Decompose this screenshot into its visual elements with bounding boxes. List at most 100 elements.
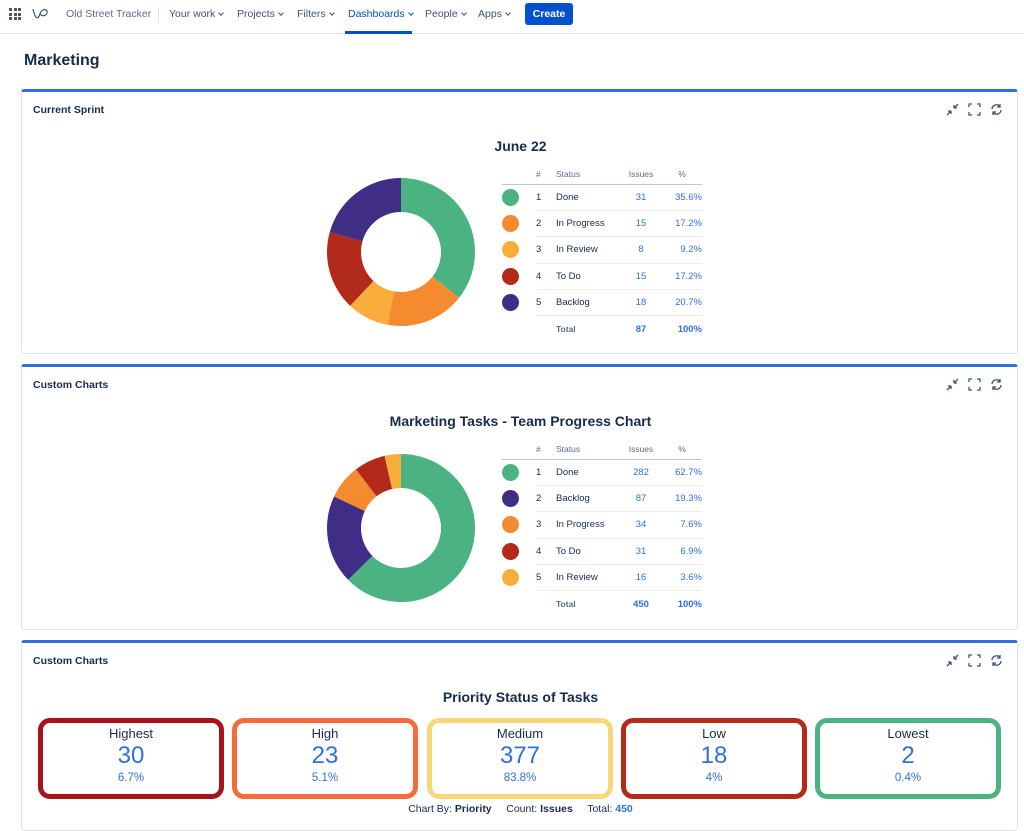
row-percent: 35.6% [662, 184, 702, 211]
priority-label: Low [702, 726, 726, 741]
gadget-current-sprint: Current Sprint June 22 # Status Issues %… [21, 89, 1018, 354]
priority-card-lowest[interactable]: Lowest 2 0.4% [815, 718, 1001, 799]
donut-slice-to-do[interactable] [327, 232, 374, 306]
row-issues-link[interactable]: 31 [620, 538, 662, 566]
chevron-down-icon [460, 10, 467, 16]
legend-color-dot [502, 215, 519, 233]
header-percent: % [662, 164, 702, 185]
fullscreen-icon[interactable] [968, 103, 981, 116]
nav-people[interactable]: People [425, 8, 467, 20]
total-label: Total [556, 599, 576, 610]
collapse-icon[interactable] [946, 103, 959, 116]
priority-card-low[interactable]: Low 18 4% [621, 718, 807, 799]
fullscreen-icon[interactable] [968, 378, 981, 391]
priority-count: 23 [311, 742, 339, 769]
row-number: 4 [536, 263, 556, 291]
row-status: In Review [556, 564, 620, 592]
row-issues-link[interactable]: 31 [620, 184, 662, 211]
donut-slice-done[interactable] [401, 178, 475, 298]
row-percent: 3.6% [662, 564, 702, 592]
row-issues-link[interactable]: 34 [620, 511, 662, 539]
refresh-icon[interactable] [990, 654, 1003, 667]
row-status: Backlog [556, 485, 620, 513]
header-number: # [536, 164, 556, 185]
donut-slice-in-review[interactable] [384, 454, 401, 489]
row-issues-link[interactable]: 15 [620, 263, 662, 291]
priority-card-medium[interactable]: Medium 377 83.8% [427, 718, 613, 799]
nav-filters[interactable]: Filters [297, 8, 335, 20]
priority-percent: 0.4% [894, 772, 922, 784]
legend-row: 1 Done 282 62.7% [502, 459, 702, 486]
total-issues: 87 [635, 323, 647, 335]
row-status: Done [556, 459, 620, 486]
nav-apps[interactable]: Apps [478, 8, 511, 20]
legend-color-dot [502, 490, 519, 508]
legend-color-dot [502, 241, 519, 259]
header-status: Status [556, 164, 620, 185]
nav-divider [158, 7, 159, 23]
chart-title: Priority Status of Tasks [442, 689, 599, 705]
chevron-down-icon [328, 10, 335, 16]
header-spacer [502, 164, 536, 185]
row-number: 5 [536, 564, 556, 592]
logo-icon[interactable] [31, 5, 49, 23]
nav-projects[interactable]: Projects [237, 8, 284, 20]
row-issues-link[interactable]: 87 [620, 485, 662, 513]
legend-row: 5 In Review 16 3.6% [502, 564, 702, 592]
collapse-icon[interactable] [946, 654, 959, 667]
chart-by-label: Chart By: [408, 803, 452, 815]
app-switcher-icon[interactable] [9, 8, 21, 20]
create-button[interactable]: Create [525, 3, 573, 25]
total-label: Total [556, 324, 576, 335]
legend-row: 5 Backlog 18 20.7% [502, 289, 702, 317]
priority-label: Medium [496, 726, 544, 741]
row-issues-link[interactable]: 18 [620, 289, 662, 317]
legend-row: 2 In Progress 15 17.2% [502, 210, 702, 238]
legend-row: 2 Backlog 87 19.3% [502, 485, 702, 513]
donut-slice-in-progress[interactable] [334, 469, 377, 511]
row-status: Done [556, 184, 620, 211]
donut-slice-backlog[interactable] [327, 496, 373, 580]
row-issues-link[interactable]: 16 [620, 564, 662, 592]
row-status: To Do [556, 263, 620, 291]
donut-slice-done[interactable] [348, 454, 475, 602]
row-issues-link[interactable]: 8 [620, 236, 662, 264]
row-status: Backlog [556, 289, 620, 317]
priority-card-high[interactable]: High 23 5.1% [232, 718, 418, 799]
donut-chart [327, 454, 475, 602]
row-issues-link[interactable]: 282 [620, 459, 662, 486]
row-percent: 9.2% [662, 236, 702, 264]
donut-slice-backlog[interactable] [329, 178, 401, 242]
count-label: Count: [506, 803, 538, 815]
gadget-title: Custom Charts [33, 655, 109, 667]
total-value[interactable]: 450 [615, 803, 633, 815]
total-label: Total: [587, 803, 613, 815]
chart-title: June 22 [494, 138, 547, 154]
legend-color-dot [502, 542, 519, 560]
refresh-icon[interactable] [990, 378, 1003, 391]
donut-chart [327, 178, 475, 326]
priority-card-highest[interactable]: Highest 30 6.7% [38, 718, 224, 799]
donut-slice-in-progress[interactable] [387, 276, 460, 326]
refresh-icon[interactable] [990, 103, 1003, 116]
app-name[interactable]: Old Street Tracker [66, 8, 152, 20]
legend-header-row: # Status Issues % [502, 164, 702, 185]
top-navigation: Old Street Tracker Your work Projects Fi… [0, 0, 1024, 34]
nav-dashboards[interactable]: Dashboards [348, 8, 414, 20]
row-issues-link[interactable]: 15 [620, 210, 662, 238]
total-percent: 100% [677, 323, 702, 335]
nav-your-work[interactable]: Your work [169, 8, 225, 20]
chevron-down-icon [407, 10, 414, 16]
row-number: 5 [536, 289, 556, 317]
collapse-icon[interactable] [946, 378, 959, 391]
row-percent: 20.7% [662, 289, 702, 317]
chart-by-value: Priority [454, 803, 492, 815]
fullscreen-icon[interactable] [968, 654, 981, 667]
total-issues: 450 [633, 598, 649, 610]
gadget-tools [946, 654, 1003, 667]
donut-slice-in-review[interactable] [350, 281, 394, 325]
priority-label: High [311, 726, 339, 741]
active-nav-indicator [345, 31, 412, 34]
priority-percent: 5.1% [311, 772, 339, 784]
donut-slice-to-do[interactable] [355, 455, 393, 497]
